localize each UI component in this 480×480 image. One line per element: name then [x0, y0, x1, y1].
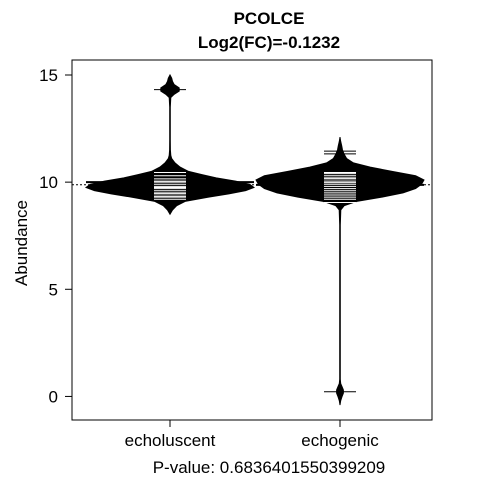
x-axis-label: P-value: 0.6836401550399209 [153, 458, 386, 477]
y-axis-label: Abundance [12, 200, 31, 286]
chart-subtitle: Log2(FC)=-0.1232 [198, 33, 340, 52]
y-tick-label-10: 10 [39, 173, 58, 192]
plot-frame [71, 59, 433, 421]
bean-echogenic [255, 137, 425, 406]
y-tick-label-0: 0 [49, 387, 58, 406]
x-tick-label-echogenic: echogenic [301, 431, 379, 450]
chart-title: PCOLCE [234, 9, 305, 28]
plot-area: echoluscent echogenic 0 5 10 15 [39, 59, 433, 450]
y-tick-label-15: 15 [39, 66, 58, 85]
y-tick-label-5: 5 [49, 280, 58, 299]
x-tick-label-echoluscent: echoluscent [125, 431, 216, 450]
bean-echoluscent [84, 73, 256, 216]
